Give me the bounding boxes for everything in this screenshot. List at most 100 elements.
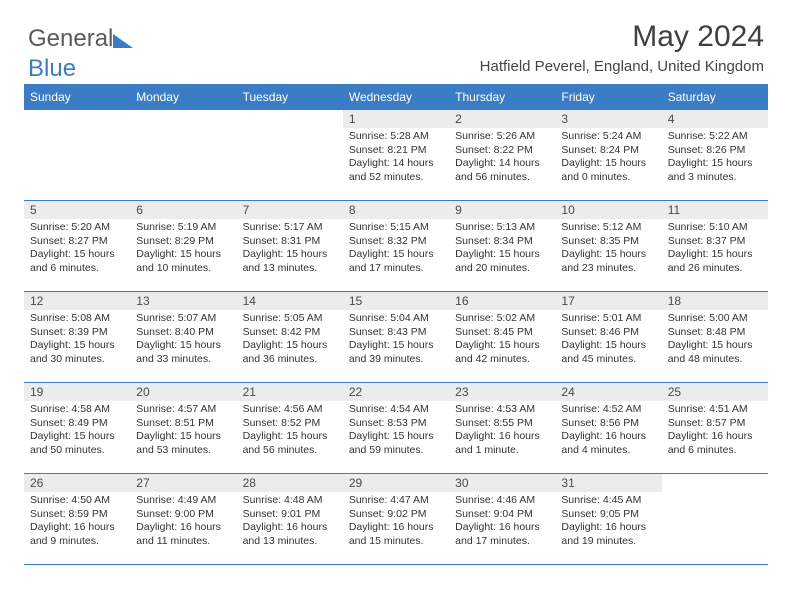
day-cell: 26Sunrise: 4:50 AMSunset: 8:59 PMDayligh… [24,474,130,564]
sunset-text: Sunset: 8:37 PM [668,235,762,249]
day-body: Sunrise: 5:28 AMSunset: 8:21 PMDaylight:… [343,128,449,189]
day-number: 9 [449,201,555,219]
day-number: 29 [343,474,449,492]
day-header: Saturday [662,84,768,110]
daylight-text: Daylight: 15 hours and 50 minutes. [30,430,124,457]
day-cell: 11Sunrise: 5:10 AMSunset: 8:37 PMDayligh… [662,201,768,291]
day-body: Sunrise: 4:53 AMSunset: 8:55 PMDaylight:… [449,401,555,462]
sunset-text: Sunset: 8:43 PM [349,326,443,340]
sunrise-text: Sunrise: 5:07 AM [136,312,230,326]
day-body: Sunrise: 4:45 AMSunset: 9:05 PMDaylight:… [555,492,661,553]
day-number: 1 [343,110,449,128]
day-body: Sunrise: 5:08 AMSunset: 8:39 PMDaylight:… [24,310,130,371]
daylight-text: Daylight: 15 hours and 59 minutes. [349,430,443,457]
day-cell: 19Sunrise: 4:58 AMSunset: 8:49 PMDayligh… [24,383,130,473]
daylight-text: Daylight: 16 hours and 6 minutes. [668,430,762,457]
daylight-text: Daylight: 16 hours and 17 minutes. [455,521,549,548]
daylight-text: Daylight: 15 hours and 33 minutes. [136,339,230,366]
day-number: 8 [343,201,449,219]
week-row: 5Sunrise: 5:20 AMSunset: 8:27 PMDaylight… [24,201,768,292]
day-cell: 17Sunrise: 5:01 AMSunset: 8:46 PMDayligh… [555,292,661,382]
sunrise-text: Sunrise: 5:01 AM [561,312,655,326]
day-body: Sunrise: 5:00 AMSunset: 8:48 PMDaylight:… [662,310,768,371]
daylight-text: Daylight: 16 hours and 9 minutes. [30,521,124,548]
sunset-text: Sunset: 8:29 PM [136,235,230,249]
day-number: 4 [662,110,768,128]
day-body: Sunrise: 5:26 AMSunset: 8:22 PMDaylight:… [449,128,555,189]
day-cell: 9Sunrise: 5:13 AMSunset: 8:34 PMDaylight… [449,201,555,291]
daylight-text: Daylight: 15 hours and 10 minutes. [136,248,230,275]
week-row: 26Sunrise: 4:50 AMSunset: 8:59 PMDayligh… [24,474,768,565]
day-number: 18 [662,292,768,310]
sunset-text: Sunset: 8:49 PM [30,417,124,431]
sunset-text: Sunset: 9:01 PM [243,508,337,522]
day-header: Wednesday [343,84,449,110]
sunrise-text: Sunrise: 4:54 AM [349,403,443,417]
day-number: 11 [662,201,768,219]
day-body: Sunrise: 5:05 AMSunset: 8:42 PMDaylight:… [237,310,343,371]
sunset-text: Sunset: 8:22 PM [455,144,549,158]
day-cell: 28Sunrise: 4:48 AMSunset: 9:01 PMDayligh… [237,474,343,564]
day-body: Sunrise: 4:47 AMSunset: 9:02 PMDaylight:… [343,492,449,553]
sunset-text: Sunset: 8:59 PM [30,508,124,522]
daylight-text: Daylight: 15 hours and 20 minutes. [455,248,549,275]
day-number: 25 [662,383,768,401]
day-header: Thursday [449,84,555,110]
daylight-text: Daylight: 15 hours and 13 minutes. [243,248,337,275]
day-cell [662,474,768,564]
sunrise-text: Sunrise: 5:17 AM [243,221,337,235]
day-body: Sunrise: 5:22 AMSunset: 8:26 PMDaylight:… [662,128,768,189]
day-header: Sunday [24,84,130,110]
sunrise-text: Sunrise: 5:22 AM [668,130,762,144]
day-header: Tuesday [237,84,343,110]
header-right: May 2024 Hatfield Peverel, England, Unit… [480,20,764,75]
day-body: Sunrise: 5:04 AMSunset: 8:43 PMDaylight:… [343,310,449,371]
sunset-text: Sunset: 8:53 PM [349,417,443,431]
day-number: 13 [130,292,236,310]
day-number: 30 [449,474,555,492]
day-body: Sunrise: 5:01 AMSunset: 8:46 PMDaylight:… [555,310,661,371]
calendar: Sunday Monday Tuesday Wednesday Thursday… [24,84,768,565]
sunrise-text: Sunrise: 4:56 AM [243,403,337,417]
day-cell: 5Sunrise: 5:20 AMSunset: 8:27 PMDaylight… [24,201,130,291]
sunrise-text: Sunrise: 5:10 AM [668,221,762,235]
day-number: 3 [555,110,661,128]
day-body: Sunrise: 5:24 AMSunset: 8:24 PMDaylight:… [555,128,661,189]
daylight-text: Daylight: 16 hours and 15 minutes. [349,521,443,548]
sunrise-text: Sunrise: 5:12 AM [561,221,655,235]
sunrise-text: Sunrise: 4:52 AM [561,403,655,417]
daylight-text: Daylight: 15 hours and 17 minutes. [349,248,443,275]
sunset-text: Sunset: 8:55 PM [455,417,549,431]
day-number: 5 [24,201,130,219]
day-body: Sunrise: 4:49 AMSunset: 9:00 PMDaylight:… [130,492,236,553]
day-number: 26 [24,474,130,492]
day-cell: 13Sunrise: 5:07 AMSunset: 8:40 PMDayligh… [130,292,236,382]
day-number: 28 [237,474,343,492]
day-body: Sunrise: 5:07 AMSunset: 8:40 PMDaylight:… [130,310,236,371]
day-body: Sunrise: 5:20 AMSunset: 8:27 PMDaylight:… [24,219,130,280]
sunrise-text: Sunrise: 5:19 AM [136,221,230,235]
sunrise-text: Sunrise: 4:57 AM [136,403,230,417]
sunset-text: Sunset: 8:45 PM [455,326,549,340]
daylight-text: Daylight: 15 hours and 23 minutes. [561,248,655,275]
day-body: Sunrise: 4:48 AMSunset: 9:01 PMDaylight:… [237,492,343,553]
sunset-text: Sunset: 8:57 PM [668,417,762,431]
day-number: 24 [555,383,661,401]
day-cell: 20Sunrise: 4:57 AMSunset: 8:51 PMDayligh… [130,383,236,473]
daylight-text: Daylight: 15 hours and 42 minutes. [455,339,549,366]
sunset-text: Sunset: 8:34 PM [455,235,549,249]
day-body: Sunrise: 4:46 AMSunset: 9:04 PMDaylight:… [449,492,555,553]
day-body: Sunrise: 5:17 AMSunset: 8:31 PMDaylight:… [237,219,343,280]
daylight-text: Daylight: 15 hours and 6 minutes. [30,248,124,275]
daylight-text: Daylight: 15 hours and 36 minutes. [243,339,337,366]
logo-triangle-icon [113,27,133,55]
day-body: Sunrise: 4:57 AMSunset: 8:51 PMDaylight:… [130,401,236,462]
day-body: Sunrise: 5:02 AMSunset: 8:45 PMDaylight:… [449,310,555,371]
sunset-text: Sunset: 9:00 PM [136,508,230,522]
day-number: 20 [130,383,236,401]
day-body: Sunrise: 5:10 AMSunset: 8:37 PMDaylight:… [662,219,768,280]
sunrise-text: Sunrise: 5:24 AM [561,130,655,144]
day-cell [130,110,236,200]
sunset-text: Sunset: 8:46 PM [561,326,655,340]
daylight-text: Daylight: 15 hours and 0 minutes. [561,157,655,184]
